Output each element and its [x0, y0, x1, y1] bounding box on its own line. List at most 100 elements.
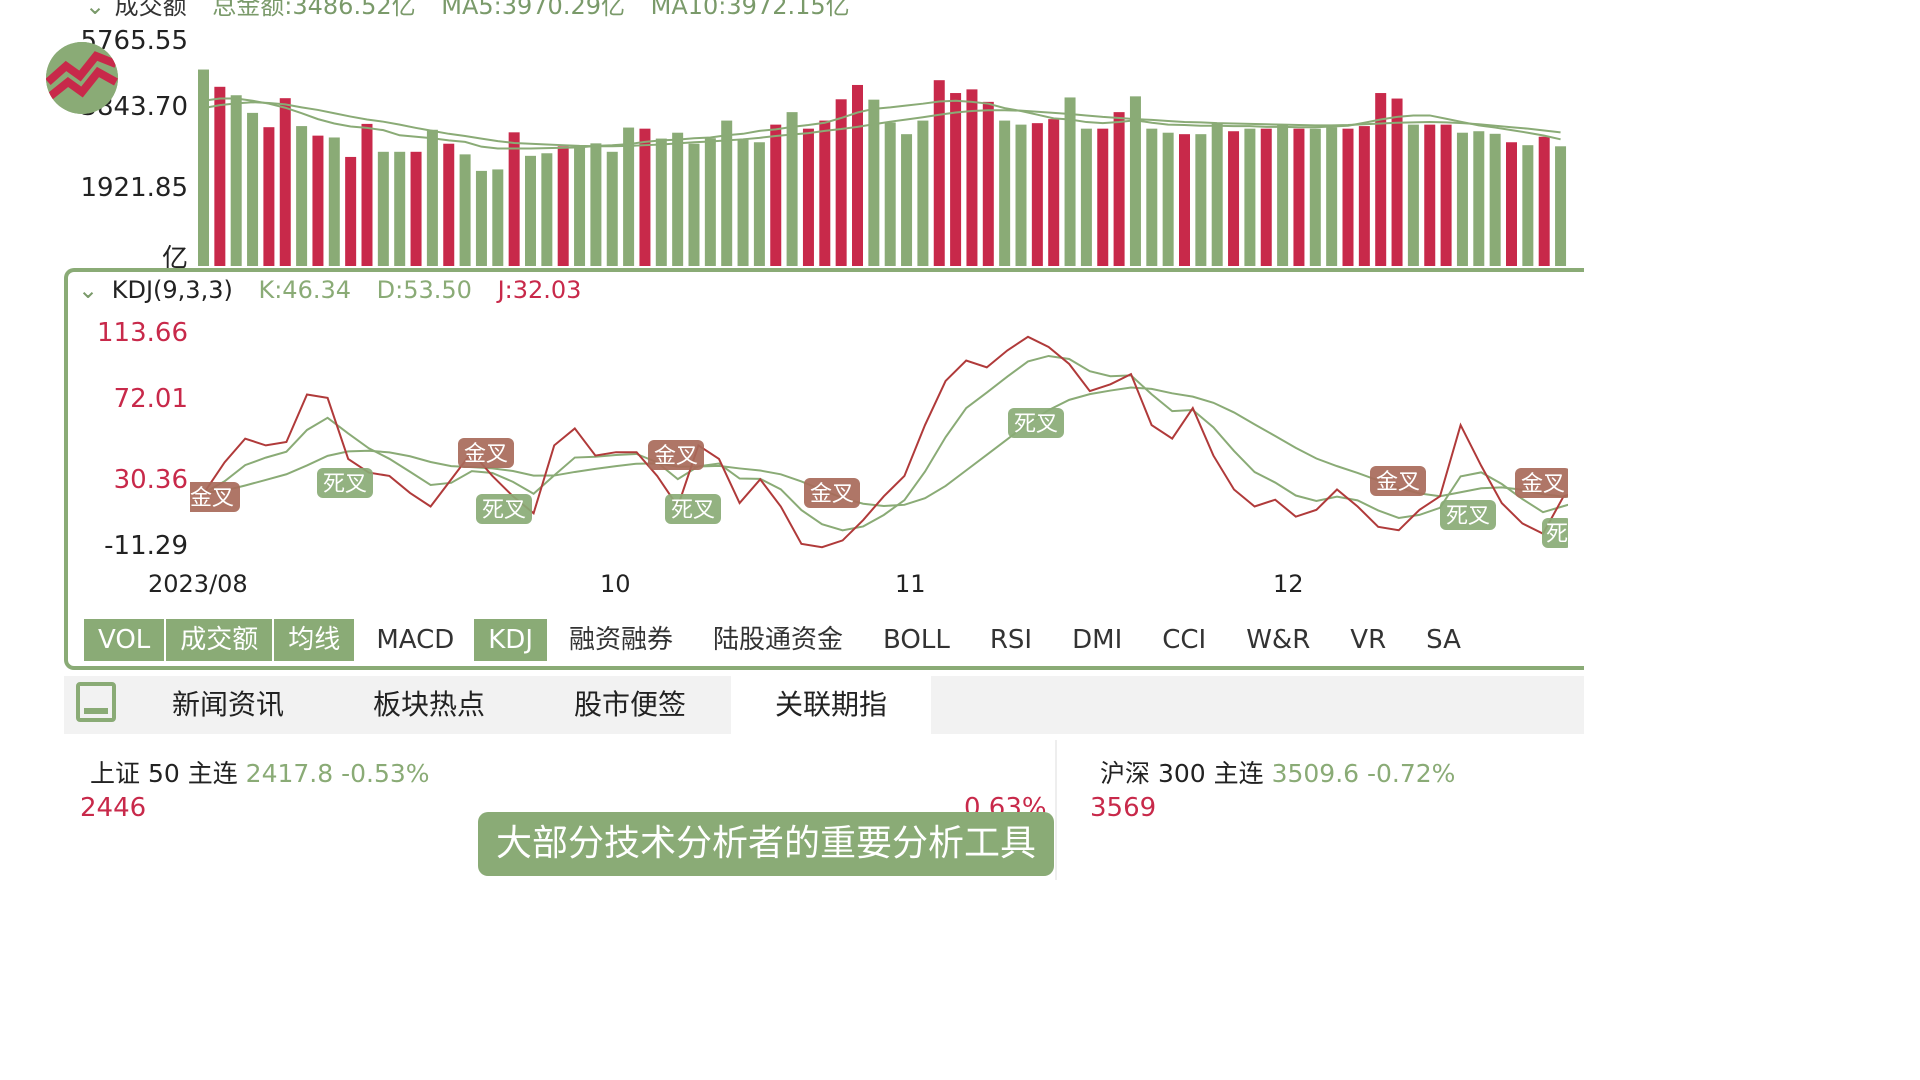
volume-ma10-line — [203, 101, 1561, 148]
indicator-tab[interactable]: 陆股通资金 — [713, 625, 844, 655]
indicator-tab[interactable]: CCI — [1162, 625, 1207, 655]
volume-bar — [901, 134, 913, 266]
indicator-tab[interactable]: VR — [1350, 625, 1387, 655]
volume-bar — [296, 126, 308, 266]
death-cross-badge: 死 — [1542, 518, 1568, 548]
death-cross-badge: 死叉 — [1008, 408, 1064, 438]
indicator-tab[interactable]: RSI — [989, 625, 1033, 655]
volume-bar — [950, 93, 962, 266]
volume-bar — [247, 112, 259, 266]
volume-bar — [443, 143, 455, 266]
volume-bar — [1228, 131, 1240, 266]
signal-label: 死叉 — [1446, 504, 1490, 529]
signal-label: 死叉 — [323, 472, 367, 497]
volume-bar — [1407, 124, 1419, 266]
volume-bar — [1179, 134, 1190, 266]
signal-label: 死 — [1546, 522, 1568, 547]
volume-bar — [1375, 93, 1387, 266]
tab-news[interactable]: 新闻资讯 — [171, 688, 284, 721]
golden-cross-badge: 金叉 — [1370, 466, 1426, 496]
signal-label: 金叉 — [1521, 472, 1565, 497]
volume-bar — [1358, 126, 1370, 266]
panel-toggle-icon[interactable] — [76, 682, 116, 722]
volume-bar — [770, 124, 782, 266]
futures-quote-sz50[interactable]: 上证 50 主连 2417.8 -0.53% — [90, 754, 430, 790]
volume-bar — [1064, 97, 1076, 266]
volume-bar — [1080, 128, 1092, 266]
futures-name: 上证 50 主连 — [90, 759, 238, 788]
volume-bar — [852, 84, 863, 266]
volume-bar — [1489, 133, 1501, 266]
futures-quote-hs300[interactable]: 沪深 300 主连 3509.6 -0.72% — [1100, 754, 1455, 790]
tab-related-futures[interactable]: 关联期指 — [731, 676, 931, 734]
divider — [1055, 740, 1057, 880]
volume-bar — [999, 120, 1011, 266]
volume-bar — [1391, 98, 1403, 266]
signal-label: 金叉 — [464, 442, 508, 467]
volume-bar — [328, 137, 340, 266]
chevron-down-icon[interactable]: ⌄ — [85, 0, 106, 20]
indicator-tab[interactable]: W&R — [1246, 625, 1311, 655]
futures-name: 沪深 300 主连 — [1100, 759, 1264, 788]
volume-panel-title: 成交额 — [114, 0, 187, 20]
indicator-tab[interactable]: DMI — [1072, 625, 1123, 655]
volume-bar — [753, 142, 765, 266]
kdj-y-label: 72.01 — [113, 384, 188, 414]
indicator-tab[interactable]: 均线 — [274, 619, 355, 661]
volume-bar — [1293, 128, 1305, 266]
indicator-tab[interactable]: 融资融券 — [569, 625, 674, 655]
volume-bar — [1162, 132, 1174, 266]
volume-bar — [1326, 127, 1338, 266]
volume-bar — [802, 128, 814, 266]
futures-axis-value: 2446 — [80, 793, 147, 823]
tab-sector-hotspots[interactable]: 板块热点 — [372, 688, 485, 721]
indicator-tab[interactable]: BOLL — [883, 625, 950, 655]
volume-bar — [557, 146, 569, 266]
kdj-k-line — [203, 354, 1568, 532]
volume-bar — [525, 155, 536, 266]
volume-bar — [590, 143, 602, 266]
volume-bar — [541, 153, 553, 266]
volume-bar — [426, 129, 438, 266]
volume-bar — [639, 128, 651, 266]
kdj-title: KDJ(9,3,3) — [111, 276, 233, 304]
golden-cross-badge: 金叉 — [458, 438, 514, 468]
x-axis-label: 2023/08 — [148, 570, 248, 598]
volume-bar — [475, 170, 487, 266]
volume-y-label: 1921.85 — [80, 173, 188, 203]
indicator-tab[interactable]: VOL — [84, 619, 165, 661]
golden-cross-badge: 金叉 — [1515, 468, 1568, 498]
volume-bar — [688, 143, 700, 266]
golden-cross-badge: 金叉 — [190, 482, 240, 512]
news-tab-bar: 新闻资讯 板块热点 股市便签 关联期指 — [64, 676, 1584, 734]
chevron-down-icon[interactable]: ⌄ — [78, 276, 99, 304]
volume-bar — [704, 138, 716, 266]
volume-bar — [966, 89, 978, 266]
indicator-tab[interactable]: 成交额 — [166, 619, 273, 661]
volume-total-label: 总金额:3486.52亿 — [212, 0, 416, 20]
volume-bar — [1048, 119, 1060, 266]
tab-market-notes[interactable]: 股市便签 — [573, 688, 686, 721]
indicator-tab[interactable]: SA — [1426, 625, 1461, 655]
volume-bar — [1506, 142, 1517, 266]
indicator-tab[interactable]: MACD — [376, 625, 455, 655]
volume-bar — [1309, 128, 1321, 266]
volume-bar — [1129, 96, 1141, 266]
volume-bar — [623, 127, 635, 266]
volume-bar — [459, 154, 471, 266]
indicator-tab-bar: VOL 成交额 均线 MACD KDJ 融资融券 陆股通资金 BOLL RSI DMI CCI W&R… — [84, 619, 1481, 661]
golden-cross-badge: 金叉 — [648, 440, 704, 470]
volume-bar — [1244, 128, 1256, 266]
volume-bar — [1146, 128, 1158, 266]
volume-bar — [982, 101, 994, 266]
indicator-tab[interactable]: KDJ — [474, 619, 547, 661]
volume-bar — [1015, 124, 1027, 266]
signal-label: 金叉 — [810, 482, 854, 507]
death-cross-badge: 死叉 — [665, 494, 721, 524]
volume-bar — [884, 122, 896, 266]
kdj-d-value: D:53.50 — [376, 276, 472, 304]
signal-label: 金叉 — [1376, 470, 1420, 495]
volume-bar — [835, 99, 847, 266]
volume-bar — [410, 151, 422, 266]
